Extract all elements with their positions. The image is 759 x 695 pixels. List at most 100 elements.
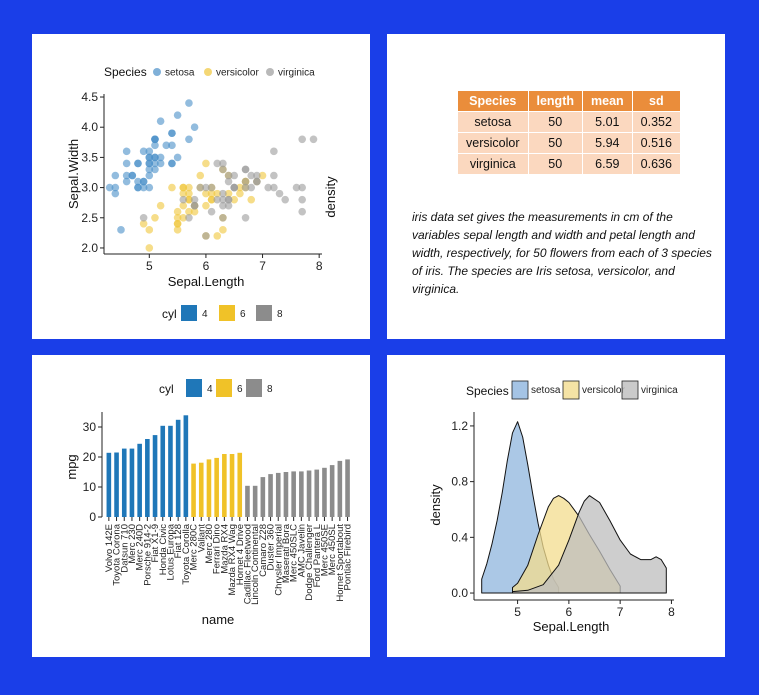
scatter-point-setosa bbox=[190, 123, 199, 132]
bar bbox=[191, 463, 196, 517]
x-tick-label: Duster 360 bbox=[266, 524, 277, 570]
legend-key-virginica bbox=[621, 380, 639, 400]
scatter-point-setosa bbox=[122, 177, 131, 186]
y-tick-label: 30 bbox=[83, 420, 97, 434]
table-cell: 50 bbox=[527, 153, 583, 175]
x-tick-label: Porsche 914-2 bbox=[142, 524, 153, 586]
scatter-point-virginica bbox=[253, 171, 261, 180]
sepal-density-plot: Species setosa versicolor virginica 5 6 7 8 0.0… bbox=[428, 380, 678, 634]
scatter-point-versicolor bbox=[173, 220, 182, 228]
scatter-point-virginica bbox=[298, 135, 306, 144]
scatter-point-setosa bbox=[156, 153, 165, 162]
scatter-point-virginica bbox=[224, 201, 233, 210]
x-tick-label: 6 bbox=[203, 259, 210, 273]
scatter-point-setosa bbox=[185, 135, 193, 144]
x-tick-label: Cadillac Fleetwood bbox=[242, 524, 253, 604]
scatter-point-virginica bbox=[190, 195, 199, 204]
scatter-point-virginica bbox=[179, 195, 188, 204]
scatter-point-setosa bbox=[156, 117, 165, 125]
legend-label-virginica: virginica bbox=[641, 385, 678, 396]
x-tick-label: Merc 280 bbox=[204, 524, 215, 564]
scatter-point-versicolor bbox=[173, 213, 182, 222]
x-tick-label: Merc 280C bbox=[189, 524, 200, 571]
x-tick-label: 6 bbox=[566, 605, 573, 619]
scatter-point-versicolor bbox=[139, 220, 148, 228]
table-cell: 50 bbox=[527, 132, 583, 154]
legend-label-virginica: virginica bbox=[278, 68, 315, 79]
bar bbox=[222, 454, 227, 517]
scatter-point-versicolor bbox=[168, 183, 176, 192]
scatter-point-virginica bbox=[264, 183, 273, 192]
scatter-point-virginica bbox=[241, 183, 250, 192]
scatter-point-versicolor bbox=[179, 213, 188, 222]
scatter-point-virginica bbox=[298, 195, 306, 204]
scatter-point-setosa bbox=[151, 141, 159, 150]
column-header: Species bbox=[457, 90, 529, 112]
x-tick-label: 7 bbox=[259, 259, 266, 273]
x-tick-label: 5 bbox=[146, 259, 153, 273]
table-cell: 6.59 bbox=[582, 153, 633, 175]
scatter-point-virginica bbox=[281, 195, 289, 204]
bar-panel: cyl 4 6 8 0 10 20 30 Volvo 142E Toyota Corona Da… bbox=[32, 355, 370, 657]
scatter-point-virginica bbox=[139, 213, 148, 222]
bar bbox=[299, 471, 304, 517]
x-tick-label: 7 bbox=[617, 605, 624, 619]
y-axis-title: density bbox=[428, 484, 443, 526]
bar bbox=[152, 435, 158, 517]
scatter-point-virginica bbox=[298, 207, 306, 216]
scatter-point-virginica bbox=[230, 171, 239, 180]
scatter-point-versicolor bbox=[258, 171, 267, 180]
scatter-point-setosa bbox=[139, 147, 148, 156]
bar bbox=[291, 471, 296, 517]
x-tick-label: Merc 450SE bbox=[319, 524, 330, 576]
scatter-point-virginica bbox=[253, 177, 261, 186]
x-tick-label: Ferrari Dino bbox=[212, 524, 223, 574]
legend-title: Species bbox=[466, 384, 509, 398]
legend-key-versicolor bbox=[204, 68, 212, 76]
x-tick-label: Merc 450SL bbox=[327, 524, 338, 575]
bar bbox=[345, 459, 350, 517]
scatter-point-versicolor bbox=[185, 195, 193, 204]
scatter-point-versicolor bbox=[247, 195, 256, 204]
scatter-point-virginica bbox=[275, 189, 284, 198]
scatter-point-setosa bbox=[128, 171, 137, 180]
scatter-point-virginica bbox=[213, 195, 222, 204]
table-row: setosa 50 5.01 0.352 bbox=[457, 111, 681, 133]
scatter-point-setosa bbox=[111, 189, 120, 198]
cyl-legend-title: cyl bbox=[162, 307, 177, 321]
legend-label-setosa: setosa bbox=[531, 385, 561, 396]
legend-key-6 bbox=[216, 379, 232, 397]
scatter-point-setosa bbox=[156, 159, 165, 168]
density-label: density bbox=[323, 176, 338, 218]
scatter-point-setosa bbox=[162, 141, 171, 150]
scatter-point-versicolor bbox=[202, 201, 210, 210]
scatter-point-setosa bbox=[111, 171, 120, 180]
table-cell: virginica bbox=[457, 153, 529, 175]
scatter-point-virginica bbox=[298, 183, 306, 192]
scatter-point-versicolor bbox=[230, 195, 239, 204]
x-tick-label: Toyota Corona bbox=[112, 523, 123, 586]
legend-key-virginica bbox=[266, 68, 274, 76]
scatter-point-setosa bbox=[122, 159, 131, 168]
x-tick-label: Honda Civic bbox=[158, 524, 169, 575]
density-panel: Species setosa versicolor virginica 5 6 7 8 0.0… bbox=[387, 355, 725, 657]
scatter-point-virginica bbox=[241, 177, 250, 186]
legend-key-setosa bbox=[153, 68, 161, 76]
column-header: length bbox=[527, 90, 583, 112]
scatter-point-virginica bbox=[219, 195, 227, 204]
scatter-point-virginica bbox=[270, 171, 278, 180]
scatter-point-virginica bbox=[185, 213, 193, 222]
legend-title: Species bbox=[104, 65, 147, 79]
bar bbox=[329, 465, 335, 517]
scatter-point-virginica bbox=[224, 171, 233, 180]
legend-label-4: 4 bbox=[207, 384, 213, 395]
legend-label-8: 8 bbox=[267, 384, 273, 395]
cyl-label-4: 4 bbox=[202, 309, 208, 320]
scatter-points bbox=[105, 99, 318, 252]
scatter-point-versicolor bbox=[207, 189, 216, 198]
x-tick-label: Hornet Sportabout bbox=[335, 524, 346, 602]
bar bbox=[175, 419, 181, 517]
scatter-point-setosa bbox=[151, 165, 159, 174]
bar bbox=[275, 472, 281, 517]
